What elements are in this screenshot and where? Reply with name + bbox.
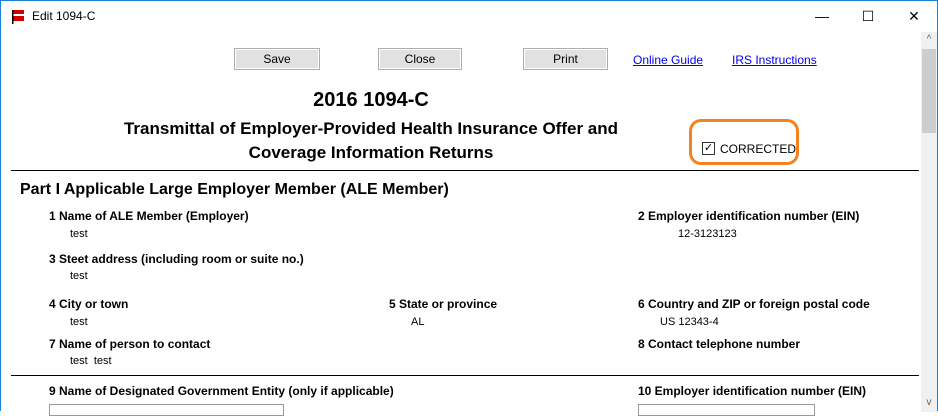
form-year-title: 2016 1094-C bbox=[313, 89, 429, 111]
form-subtitle-line1: Transmittal of Employer-Provided Health … bbox=[123, 119, 619, 138]
online-guide-link[interactable]: Online Guide bbox=[633, 53, 704, 67]
field3-label: 3 Steet address (including room or suite… bbox=[49, 252, 304, 266]
scroll-up-icon[interactable]: ^ bbox=[926, 34, 932, 45]
divider bbox=[11, 170, 919, 171]
field2-value[interactable]: 12-3123123 bbox=[678, 228, 737, 240]
field10-input[interactable] bbox=[638, 404, 815, 416]
field2-label: 2 Employer identification number (EIN) bbox=[638, 209, 860, 223]
field6-value[interactable]: US 12343-4 bbox=[660, 316, 719, 328]
part1-title: Part I Applicable Large Employer Member … bbox=[20, 181, 449, 198]
field3-value[interactable]: test bbox=[70, 270, 88, 282]
divider bbox=[11, 375, 919, 376]
field5-value[interactable]: AL bbox=[411, 316, 425, 328]
maximize-button[interactable]: ☐ bbox=[861, 7, 875, 24]
field6-label: 6 Country and ZIP or foreign postal code bbox=[638, 297, 870, 311]
corrected-checkbox[interactable]: ✓ bbox=[702, 142, 715, 155]
corrected-highlight bbox=[689, 119, 799, 165]
scrollbar-thumb[interactable] bbox=[922, 49, 936, 133]
scroll-down-icon[interactable]: v bbox=[926, 397, 932, 408]
close-button[interactable]: Close bbox=[378, 48, 462, 70]
field9-label: 9 Name of Designated Government Entity (… bbox=[49, 384, 394, 398]
close-window-button[interactable]: ✕ bbox=[908, 7, 920, 24]
form-subtitle-line2: Coverage Information Returns bbox=[248, 143, 494, 162]
window-title: Edit 1094-C bbox=[32, 9, 96, 23]
field10-label: 10 Employer identification number (EIN) bbox=[638, 384, 867, 398]
field4-value[interactable]: test bbox=[70, 316, 88, 328]
field1-value[interactable]: test bbox=[70, 228, 88, 240]
irs-instructions-link[interactable]: IRS Instructions bbox=[732, 53, 817, 67]
field1-label: 1 Name of ALE Member (Employer) bbox=[49, 209, 249, 223]
field7-label: 7 Name of person to contact bbox=[49, 337, 211, 351]
app-icon bbox=[12, 10, 24, 24]
vertical-scrollbar[interactable]: ^ v bbox=[921, 32, 937, 412]
save-button[interactable]: Save bbox=[234, 48, 320, 70]
minimize-button[interactable]: — bbox=[815, 8, 829, 24]
field7-value[interactable]: test test bbox=[70, 355, 112, 367]
field5-label: 5 State or province bbox=[389, 297, 498, 311]
corrected-label: CORRECTED bbox=[720, 142, 797, 156]
field9-input[interactable] bbox=[49, 404, 284, 416]
field4-label: 4 City or town bbox=[49, 297, 129, 311]
print-button[interactable]: Print bbox=[523, 48, 608, 70]
field8-label: 8 Contact telephone number bbox=[638, 337, 801, 351]
title-bar: Edit 1094-C — ☐ ✕ bbox=[1, 1, 937, 31]
